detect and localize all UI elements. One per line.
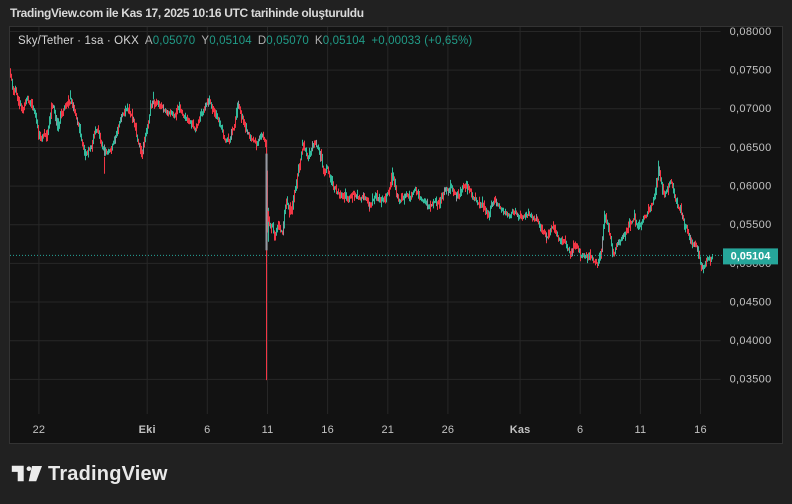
svg-text:Eki: Eki (139, 424, 156, 436)
svg-text:11: 11 (262, 424, 274, 436)
svg-text:22: 22 (33, 424, 46, 436)
svg-text:26: 26 (442, 424, 455, 436)
svg-text:0,04500: 0,04500 (730, 297, 772, 309)
svg-text:0,05500: 0,05500 (730, 219, 772, 231)
svg-text:6: 6 (577, 424, 583, 436)
svg-text:0,05104: 0,05104 (731, 251, 772, 263)
svg-text:0,07500: 0,07500 (730, 65, 772, 77)
svg-text:11: 11 (634, 424, 646, 436)
svg-text:16: 16 (694, 424, 707, 436)
svg-text:0,08000: 0,08000 (730, 26, 772, 38)
svg-text:6: 6 (204, 424, 210, 436)
svg-text:21: 21 (381, 424, 394, 436)
svg-text:16: 16 (321, 424, 334, 436)
svg-text:Kas: Kas (510, 424, 531, 436)
svg-text:0,07000: 0,07000 (730, 103, 772, 115)
svg-text:0,06000: 0,06000 (730, 181, 772, 193)
svg-text:0,06500: 0,06500 (730, 142, 772, 154)
svg-text:0,03500: 0,03500 (730, 374, 772, 386)
svg-text:0,04000: 0,04000 (730, 335, 772, 347)
